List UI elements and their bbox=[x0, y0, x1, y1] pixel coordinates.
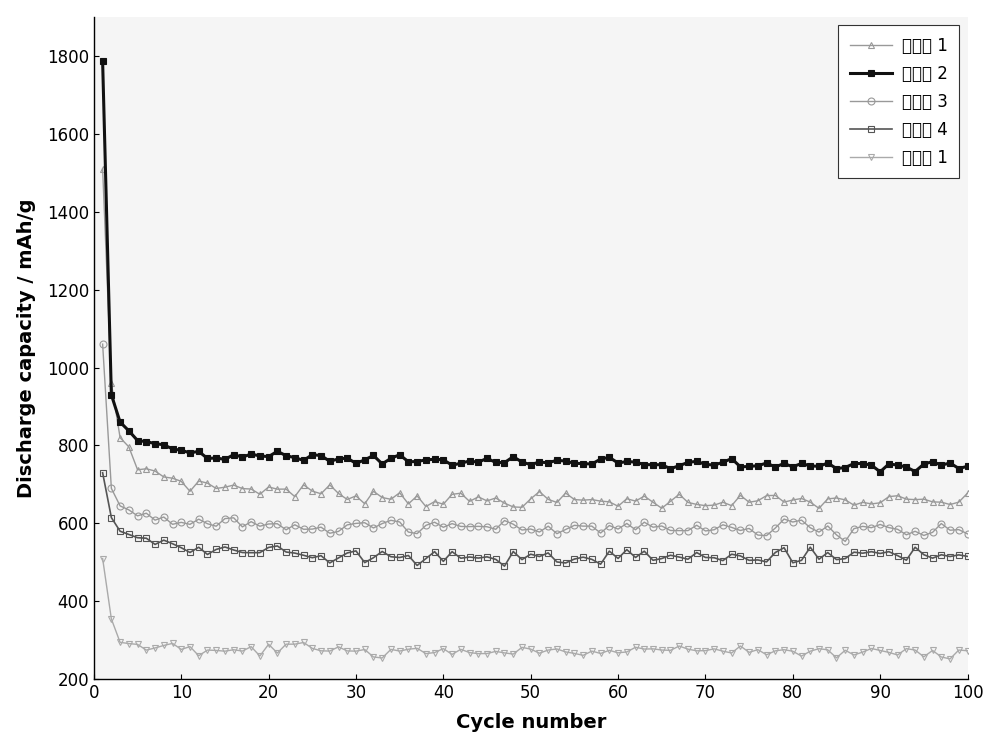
实施列 1 bbox=[97, 164, 109, 173]
实施列 4 bbox=[551, 557, 563, 566]
实施列 3 bbox=[839, 537, 851, 546]
实施列 3 bbox=[962, 530, 974, 539]
Line: 实施列 1: 实施列 1 bbox=[99, 166, 971, 512]
实施列 4 bbox=[298, 551, 310, 560]
实施列 1 bbox=[900, 494, 912, 503]
实施列 2 bbox=[874, 467, 886, 476]
实施列 4 bbox=[962, 552, 974, 561]
实施列 2 bbox=[263, 452, 275, 461]
实施列 1 bbox=[962, 488, 974, 497]
对比列 1 bbox=[892, 650, 904, 659]
实施列 2 bbox=[97, 57, 109, 66]
实施列 4 bbox=[621, 545, 633, 554]
对比列 1 bbox=[298, 638, 310, 647]
Line: 实施列 4: 实施列 4 bbox=[100, 470, 970, 569]
实施列 1 bbox=[542, 495, 554, 504]
实施列 3 bbox=[97, 339, 109, 348]
实施列 4 bbox=[263, 543, 275, 552]
实施列 1 bbox=[263, 482, 275, 491]
实施列 3 bbox=[542, 522, 554, 531]
X-axis label: Cycle number: Cycle number bbox=[456, 713, 606, 733]
对比列 1 bbox=[944, 655, 956, 664]
Line: 实施列 2: 实施列 2 bbox=[99, 58, 971, 476]
对比列 1 bbox=[962, 646, 974, 655]
实施列 4 bbox=[97, 468, 109, 477]
实施列 3 bbox=[612, 524, 624, 533]
实施列 2 bbox=[542, 458, 554, 467]
实施列 3 bbox=[263, 520, 275, 529]
实施列 4 bbox=[498, 562, 510, 571]
Line: 实施列 3: 实施列 3 bbox=[99, 341, 971, 545]
Line: 对比列 1: 对比列 1 bbox=[99, 555, 971, 662]
实施列 2 bbox=[900, 463, 912, 472]
实施列 1 bbox=[612, 502, 624, 511]
Legend: 实施列 1, 实施列 2, 实施列 3, 实施列 4, 对比列 1: 实施列 1, 实施列 2, 实施列 3, 实施列 4, 对比列 1 bbox=[838, 25, 959, 178]
对比列 1 bbox=[918, 652, 930, 661]
实施列 4 bbox=[900, 556, 912, 565]
实施列 3 bbox=[900, 530, 912, 539]
对比列 1 bbox=[542, 646, 554, 655]
实施列 2 bbox=[927, 457, 939, 466]
实施列 3 bbox=[298, 525, 310, 534]
实施列 4 bbox=[927, 554, 939, 562]
实施列 1 bbox=[813, 504, 825, 513]
对比列 1 bbox=[97, 554, 109, 563]
实施列 1 bbox=[927, 497, 939, 506]
实施列 2 bbox=[962, 462, 974, 471]
实施列 1 bbox=[298, 480, 310, 489]
实施列 2 bbox=[298, 456, 310, 465]
Y-axis label: Discharge capacity / mAh/g: Discharge capacity / mAh/g bbox=[17, 198, 36, 498]
对比列 1 bbox=[612, 649, 624, 658]
实施列 2 bbox=[612, 458, 624, 467]
对比列 1 bbox=[263, 640, 275, 649]
实施列 3 bbox=[927, 528, 939, 537]
